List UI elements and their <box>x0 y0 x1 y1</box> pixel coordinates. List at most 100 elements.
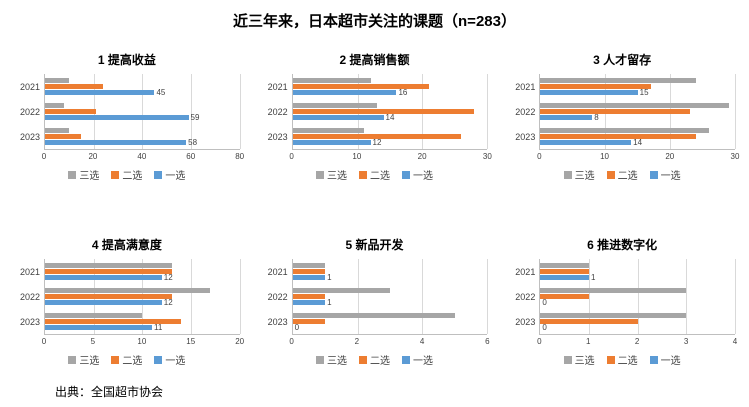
legend-label: 二选 <box>369 356 390 367</box>
plot-area: 16 14 12 <box>291 74 489 150</box>
y-axis-label: 2021 <box>19 81 40 92</box>
plot-wrap: 2021 2022 2023 1 0 0 <box>509 259 736 335</box>
legend-label: 三选 <box>79 171 100 182</box>
legend-label: 二选 <box>617 356 638 367</box>
data-label: 59 <box>190 113 200 122</box>
legend-swatch <box>401 355 410 364</box>
bar <box>292 140 371 145</box>
gridline <box>487 74 489 149</box>
gridline <box>239 74 241 149</box>
legend-label: 一选 <box>412 356 433 367</box>
legend-label: 一选 <box>412 171 433 182</box>
legend-item: 二选 <box>358 352 390 367</box>
legend-item: 三选 <box>68 167 99 182</box>
bar <box>292 300 326 305</box>
legend-item: 一选 <box>154 352 185 367</box>
bar-group: 15 <box>540 74 735 99</box>
gridline <box>422 259 424 334</box>
legend-label: 一选 <box>660 171 681 182</box>
x-axis-labels: 0 10 20 30 <box>537 150 739 162</box>
plot-area: 15 8 14 <box>539 74 736 150</box>
y-axis-label: 2022 <box>19 106 40 117</box>
gridline <box>239 259 241 334</box>
bar <box>540 269 589 274</box>
y-axis-labels: 2021 2022 2023 <box>262 74 292 150</box>
legend-swatch <box>315 355 324 364</box>
bar-group: 12 <box>45 284 240 309</box>
bar <box>540 115 593 120</box>
gridline <box>686 259 688 334</box>
y-axis-label: 2021 <box>19 266 40 277</box>
chart-increase-sales: 2 提高销售额 2021 2022 2023 16 14 12 0 10 20 30 三选 二选… <box>262 51 492 182</box>
source-note: 出典：全国超市协会 <box>55 385 164 399</box>
x-axis-tick-label: 20 <box>88 152 98 161</box>
bar <box>540 275 589 280</box>
legend-item: 一选 <box>649 167 681 182</box>
charts-grid: 1 提高收益 2021 2022 2023 45 59 58 0 20 40 60 80 三选二… <box>0 31 749 367</box>
legend-item: 二选 <box>111 167 142 182</box>
x-axis-tick-label: 0 <box>537 152 542 161</box>
x-axis-tick-label: 0 <box>289 152 294 161</box>
x-axis-tick-label: 2 <box>354 337 360 346</box>
bar <box>45 319 182 324</box>
bar-group: 11 <box>45 309 240 334</box>
chart-title: 4 提高满意度 <box>91 238 162 252</box>
y-axis-labels: 2021 2022 2023 <box>14 259 44 335</box>
legend-item: 一选 <box>401 167 433 182</box>
data-label: 1 <box>327 273 332 282</box>
legend-label: 二选 <box>122 171 143 182</box>
legend-item: 三选 <box>315 352 347 367</box>
legend-item: 二选 <box>111 352 142 367</box>
bar <box>45 78 70 83</box>
plot-area: 12 12 11 <box>44 259 241 335</box>
page-title: 近三年来，日本超市关注的课题（n=283） <box>233 13 516 30</box>
legend: 三选 二选 一选 <box>14 167 240 182</box>
data-label: 0 <box>542 323 547 332</box>
gridline <box>190 259 192 334</box>
bar <box>540 109 690 114</box>
legend-swatch <box>606 170 615 179</box>
bar <box>45 134 82 139</box>
bar-group: 0 <box>540 284 735 309</box>
bar <box>292 90 397 95</box>
plot-wrap: 2021 2022 2023 12 12 11 <box>14 259 241 335</box>
y-axis-labels: 2021 2022 2023 <box>262 259 292 335</box>
gridline <box>588 259 590 334</box>
bar <box>45 288 211 293</box>
bar <box>45 140 187 145</box>
plot-wrap: 2021 2022 2023 1 1 0 <box>262 259 489 335</box>
data-label: 15 <box>639 88 649 97</box>
data-label: 12 <box>163 273 173 282</box>
bar-group: 1 <box>292 284 488 309</box>
y-axis-label: 2021 <box>515 81 536 92</box>
legend-swatch <box>401 170 410 179</box>
plot-area: 1 1 0 <box>291 259 489 335</box>
bar-group: 45 <box>45 74 240 99</box>
x-axis-tick-label: 20 <box>665 152 675 161</box>
bar <box>292 109 475 114</box>
bar <box>45 275 162 280</box>
plot-wrap: 2021 2022 2023 45 59 58 <box>14 74 241 150</box>
legend-label: 三选 <box>326 171 347 182</box>
x-axis-tick-label: 20 <box>235 337 245 346</box>
legend-label: 三选 <box>574 356 595 367</box>
bar-group: 12 <box>292 124 488 149</box>
x-axis-tick-label: 30 <box>482 152 492 161</box>
legend: 三选 二选 一选 <box>262 167 488 182</box>
bar <box>292 84 429 89</box>
legend: 三选 二选 一选 <box>509 352 735 367</box>
bar-group: 0 <box>292 309 488 334</box>
y-axis-label: 2023 <box>267 316 288 327</box>
legend: 三选 二选 一选 <box>509 167 735 182</box>
legend-item: 一选 <box>649 352 681 367</box>
legend-swatch <box>111 170 120 179</box>
x-axis-labels: 0 5 10 15 20 <box>42 335 244 347</box>
bar <box>45 294 172 299</box>
bar <box>292 128 365 133</box>
bar <box>292 115 384 120</box>
x-axis-tick-label: 10 <box>600 152 609 161</box>
legend-label: 三选 <box>574 171 595 182</box>
legend-swatch <box>358 170 367 179</box>
gridline <box>735 74 736 149</box>
